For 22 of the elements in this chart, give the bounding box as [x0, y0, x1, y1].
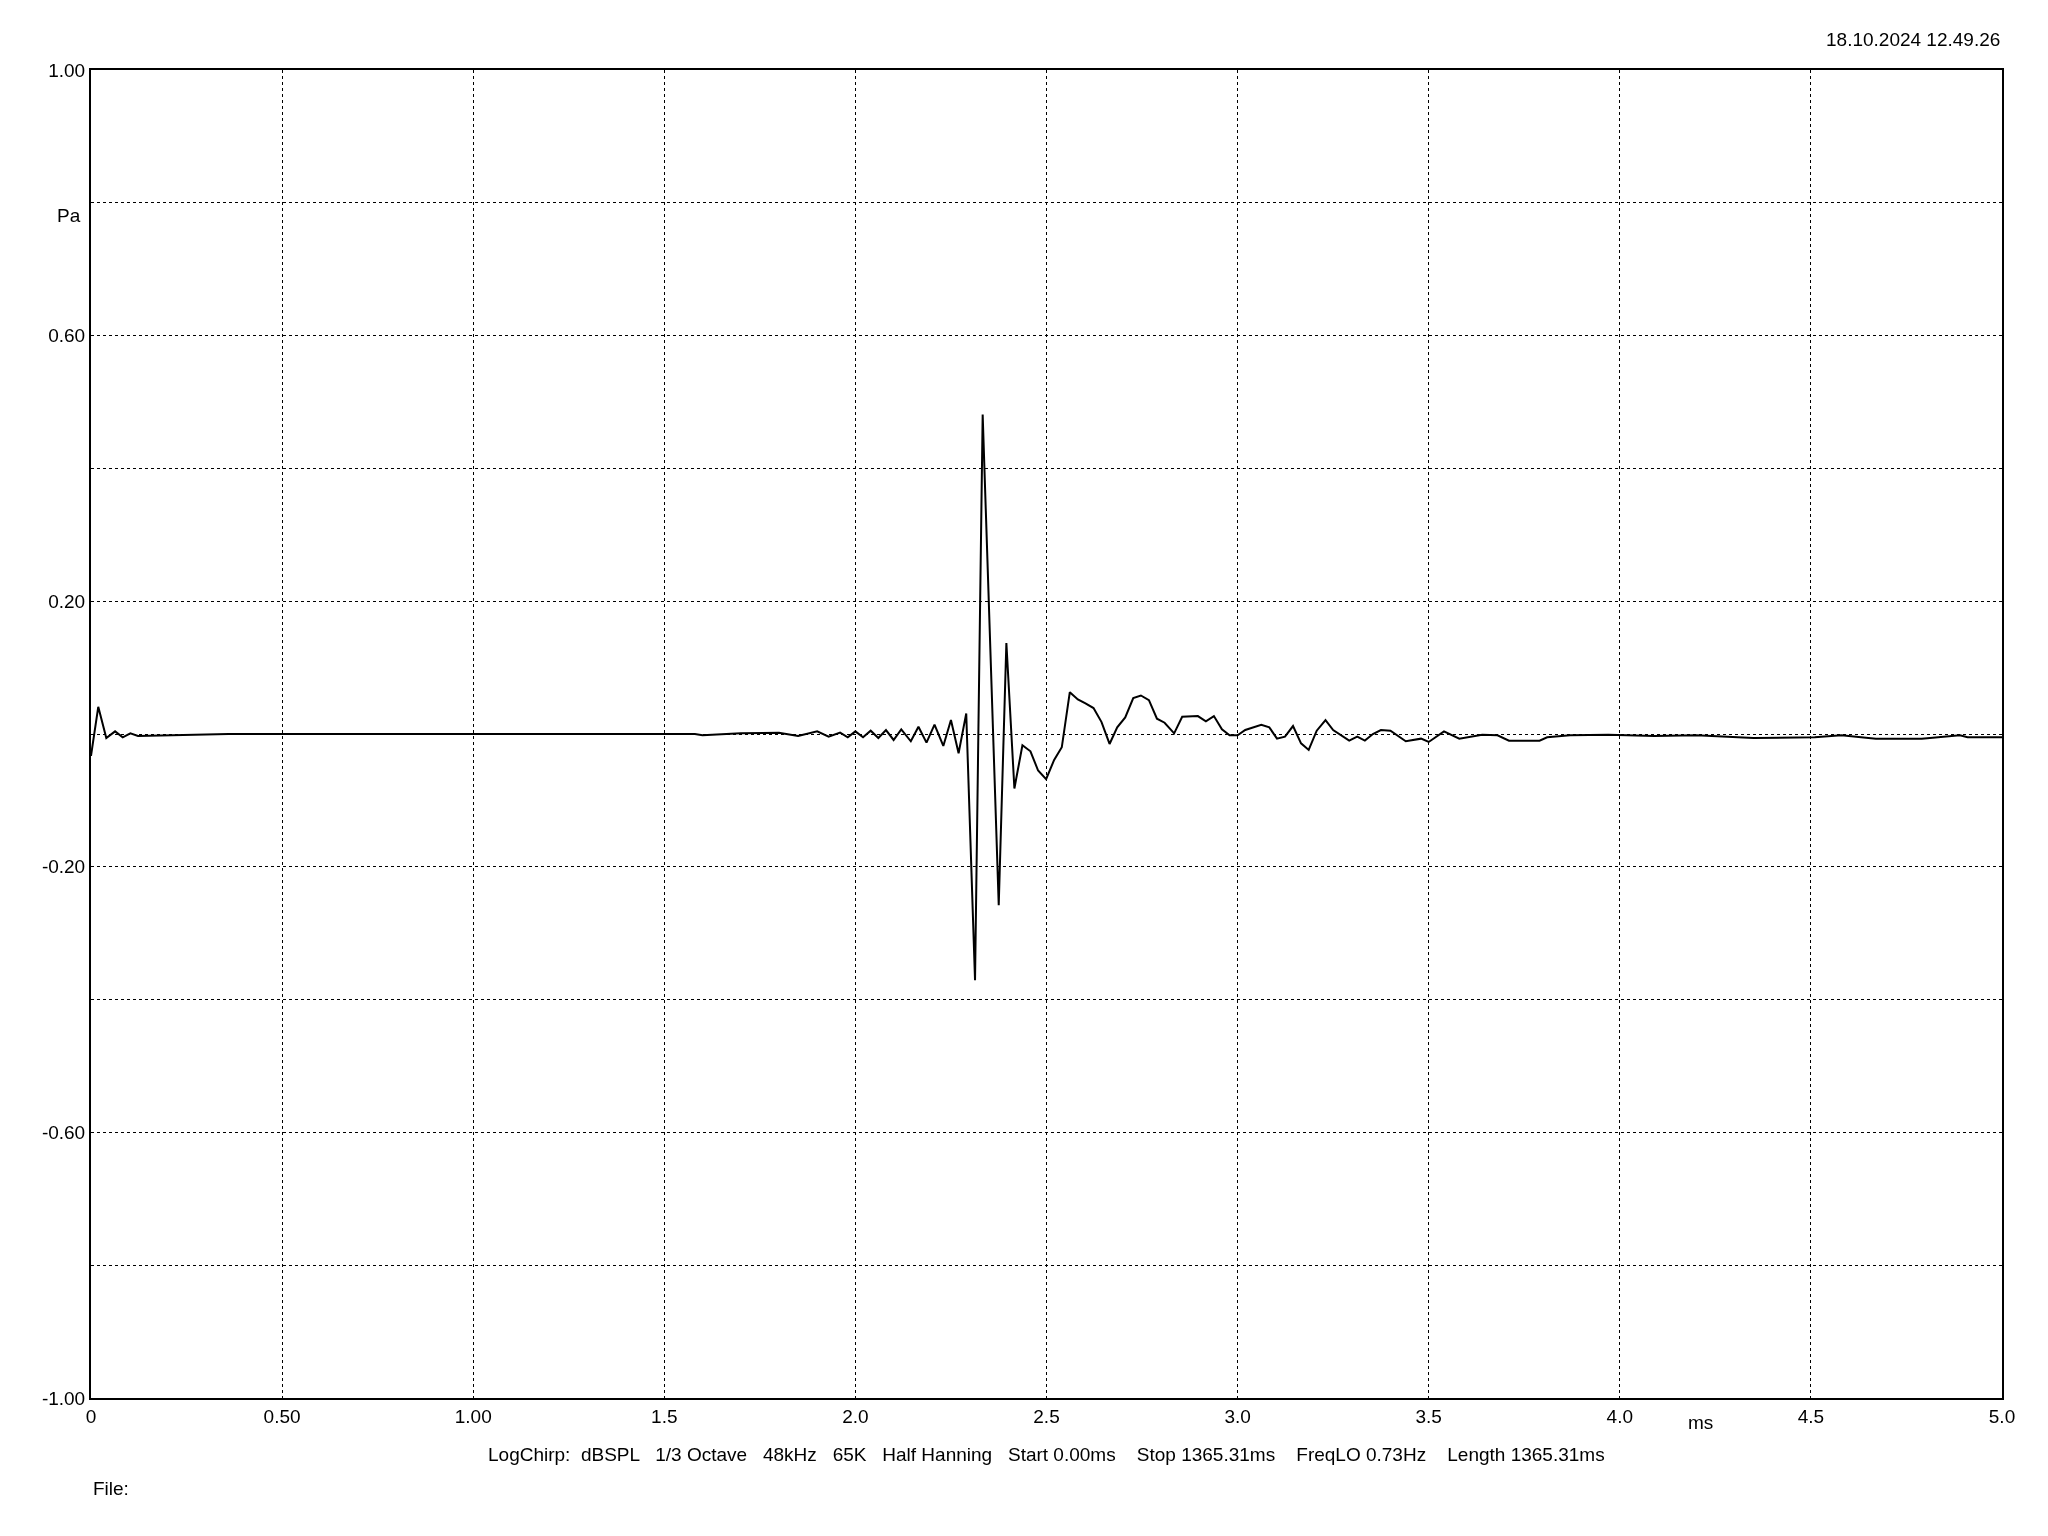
x-tick-label: 0: [85, 1405, 97, 1427]
text: 18.10.2024 12.49.26: [1826, 29, 2001, 50]
x-tick-label: 4.5: [1797, 1405, 1825, 1427]
x-tick-label: 4.0: [1606, 1405, 1634, 1427]
x-tick-label: 2.0: [842, 1405, 869, 1427]
x-tick-label: 0.50: [263, 1405, 301, 1427]
x-tick-label: 3.5: [1415, 1405, 1442, 1427]
y-tick-label: -0.20: [41, 856, 86, 878]
y-tick-label: -0.60: [41, 1122, 86, 1144]
text: LogChirp: dBSPL 1/3 Octave 48kHz 65K Half Hanning Start 0.00ms Stop 1365.31ms FreqLO 0.73Hz Length 1365.31ms: [488, 1444, 1605, 1465]
x-tick-label: 2.5: [1033, 1405, 1060, 1427]
y-tick-label: 0.20: [48, 590, 86, 612]
x-tick-label: 1.5: [651, 1405, 678, 1427]
y-tick-label: 1.00: [48, 59, 86, 81]
y-axis-title: Pa: [57, 205, 81, 226]
y-tick-label: -1.00: [41, 1387, 86, 1409]
x-tick-label: 3.0: [1224, 1405, 1251, 1427]
x-tick-label: 5.0: [1988, 1405, 2016, 1427]
text: File:: [93, 1478, 129, 1499]
x-tick-label: 1.00: [454, 1405, 492, 1427]
x-axis-title: ms: [1688, 1412, 1714, 1433]
y-tick-label: 0.60: [48, 325, 86, 347]
